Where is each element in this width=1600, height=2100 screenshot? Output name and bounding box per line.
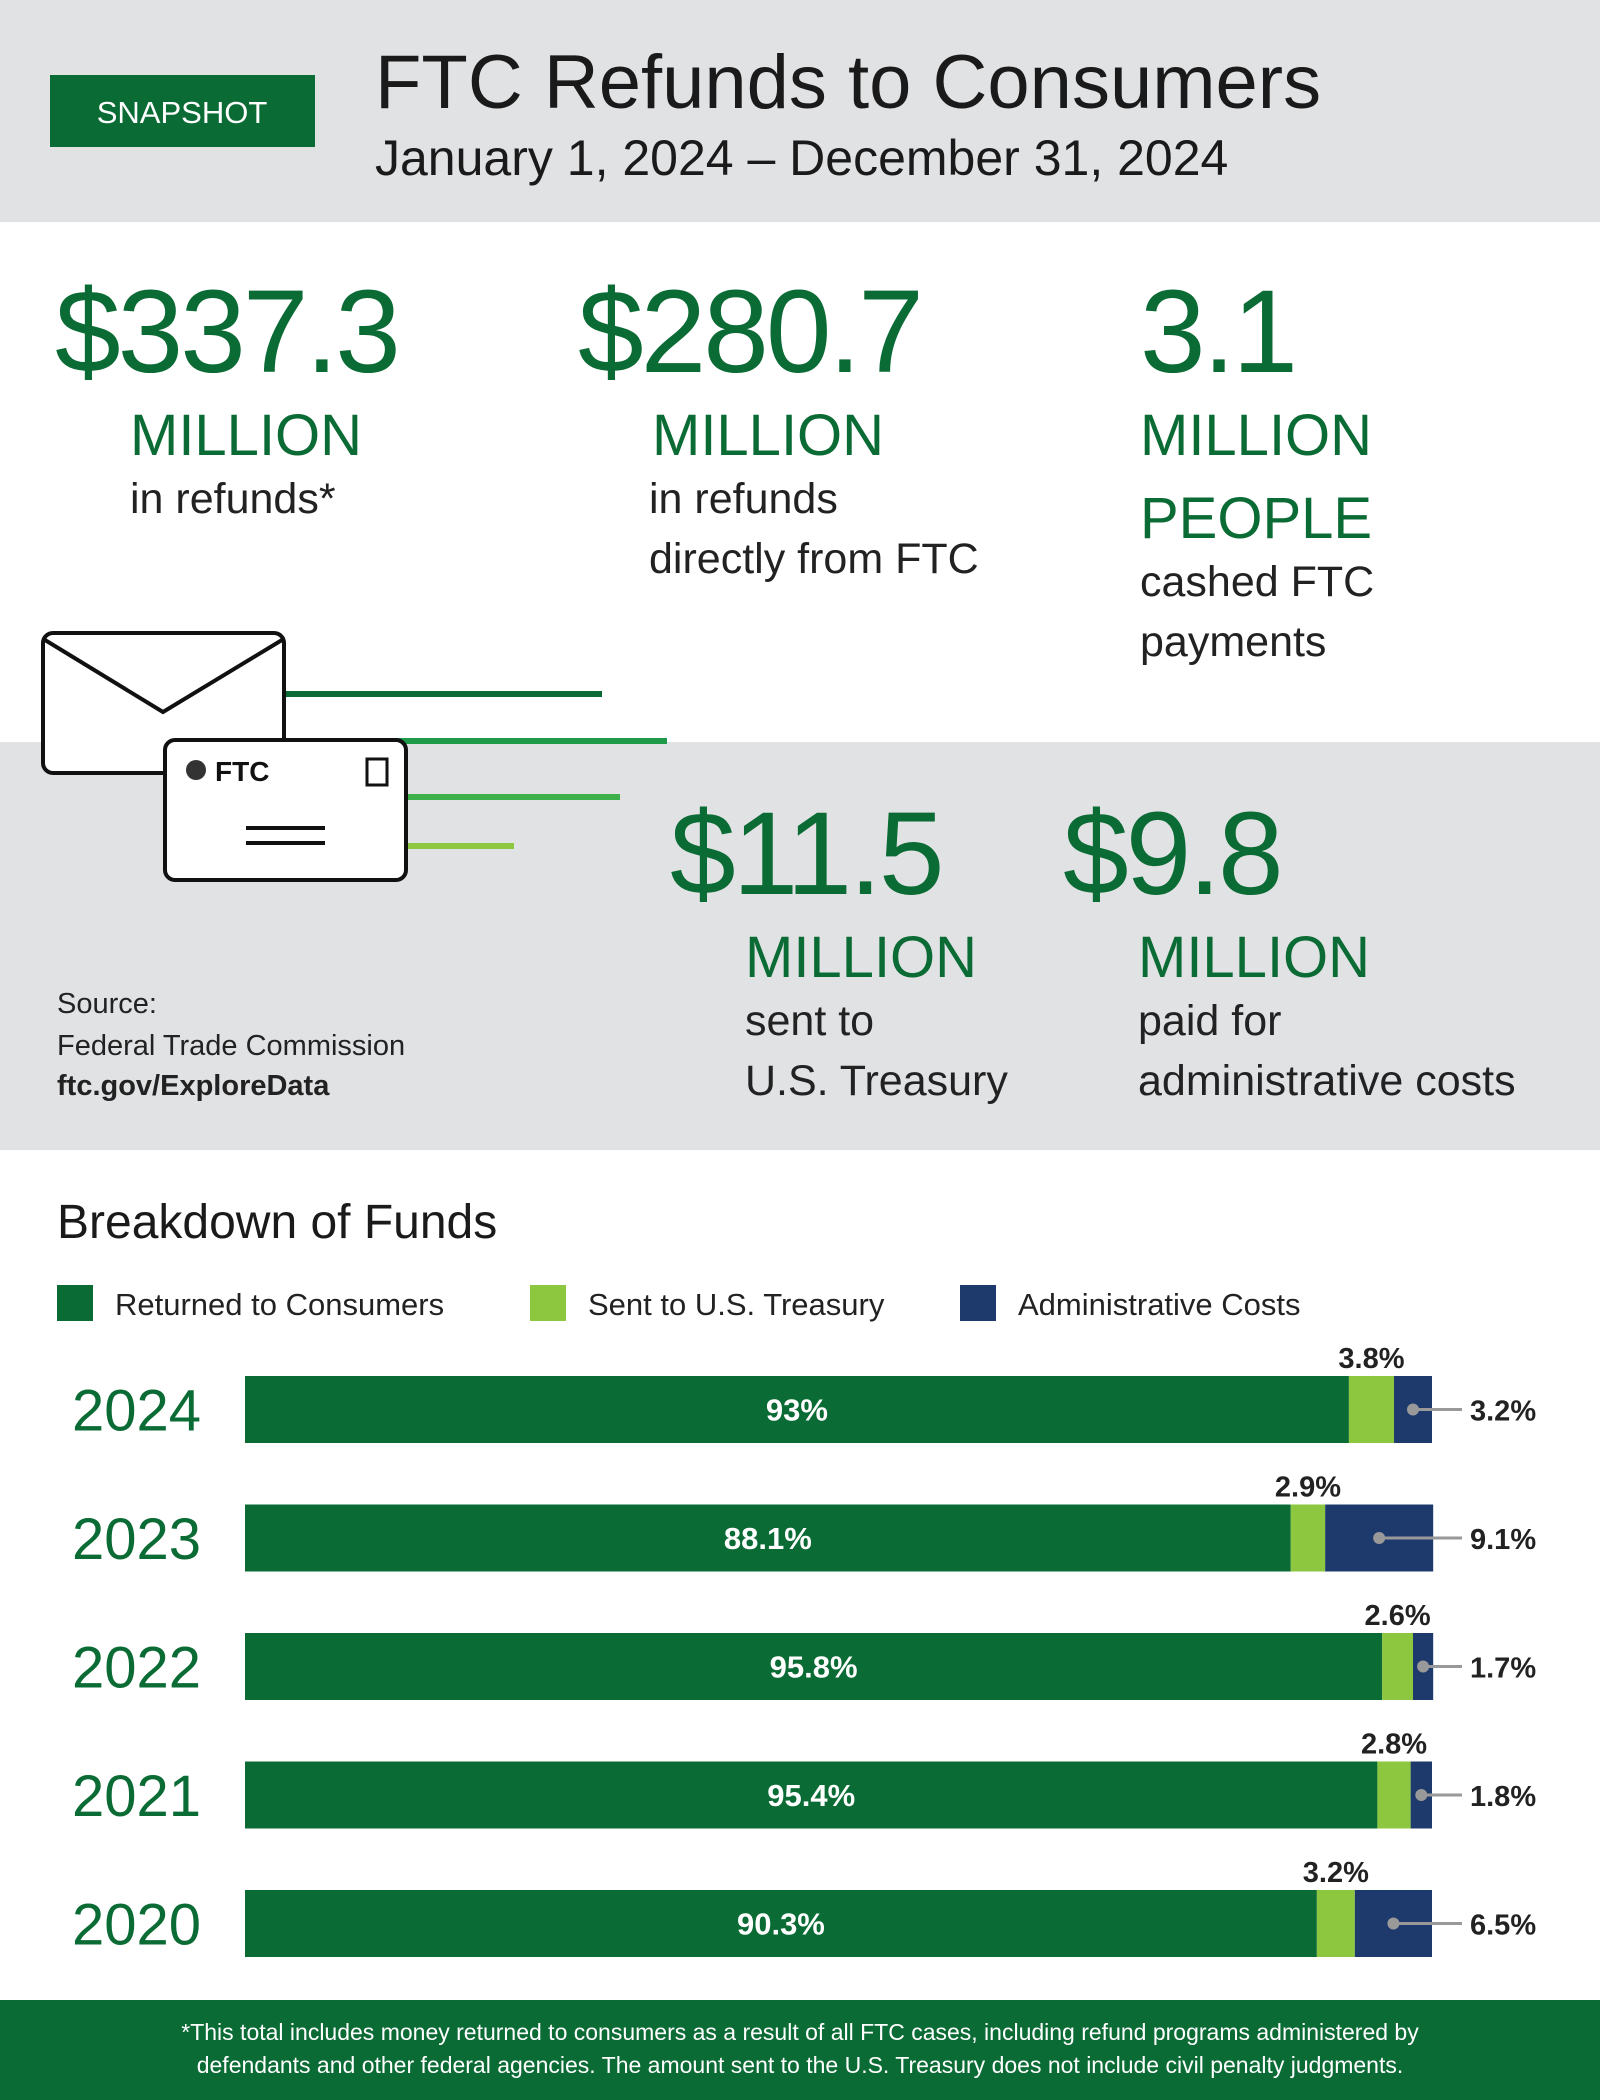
- stat-unit: MILLION: [1140, 403, 1372, 468]
- value-label: 3.2%: [1303, 1857, 1369, 1889]
- value-label: 93%: [766, 1393, 828, 1428]
- leader-dot: [1373, 1532, 1386, 1544]
- stat-value: $11.5: [670, 788, 942, 920]
- chart-title: Breakdown of Funds: [57, 1196, 497, 1249]
- value-label: 6.5%: [1470, 1910, 1536, 1942]
- bar-segment: [1316, 1890, 1355, 1957]
- stat-unit: MILLION: [1138, 925, 1370, 990]
- value-label: 90.3%: [737, 1907, 825, 1942]
- stamp: [365, 757, 389, 787]
- stat-value: 3.1: [1140, 266, 1295, 398]
- stat-unit: PEOPLE: [1140, 486, 1372, 551]
- stat-label: cashed FTC: [1140, 558, 1374, 606]
- source-org: Federal Trade Commission: [57, 1030, 405, 1062]
- legend-swatch: [530, 1285, 566, 1321]
- footer-band: [0, 2000, 1600, 2100]
- stat-label: payments: [1140, 618, 1326, 666]
- stat-value: $337.3: [55, 266, 398, 398]
- leader-dot: [1417, 1660, 1430, 1673]
- value-label: 2.6%: [1365, 1600, 1431, 1632]
- bar-segment: [1290, 1504, 1326, 1572]
- value-label: 1.8%: [1470, 1781, 1536, 1813]
- legend-swatch: [57, 1285, 93, 1321]
- leader-dot: [1407, 1403, 1420, 1416]
- value-label: 1.7%: [1470, 1653, 1536, 1685]
- badge: [50, 75, 315, 147]
- envelope-label: FTC: [215, 756, 269, 787]
- stat-value: $280.7: [578, 266, 921, 398]
- bar-segment: [245, 1504, 1291, 1572]
- bar-segment: [245, 1761, 1378, 1829]
- legend-label: Returned to Consumers: [115, 1287, 444, 1322]
- envelope-flap: [43, 638, 284, 715]
- y-category-label: 2021: [72, 1764, 201, 1829]
- value-label: 88.1%: [724, 1521, 812, 1556]
- source-url: ftc.gov/ExploreData: [57, 1070, 330, 1102]
- value-label: 9.1%: [1470, 1524, 1536, 1556]
- badge-text: SNAPSHOT: [97, 95, 268, 130]
- stat-label: paid for: [1138, 997, 1281, 1045]
- value-label: 95.8%: [770, 1650, 858, 1685]
- title: FTC Refunds to Consumers: [375, 40, 1321, 125]
- bar-segment: [1377, 1761, 1411, 1829]
- legend-label: Administrative Costs: [1018, 1287, 1301, 1322]
- stat-label: in refunds: [649, 475, 838, 523]
- bar-segment: [245, 1376, 1349, 1443]
- bar-segment: [1382, 1633, 1414, 1700]
- stat-unit: MILLION: [130, 403, 362, 468]
- bar-segment: [245, 1890, 1317, 1957]
- stat-label: administrative costs: [1138, 1057, 1516, 1105]
- subtitle: January 1, 2024 – December 31, 2024: [375, 130, 1228, 186]
- seal: [186, 760, 206, 780]
- footnote: *This total includes money returned to c…: [181, 2019, 1419, 2045]
- envelope-illustration: FTC: [41, 631, 667, 882]
- legend-label: Sent to U.S. Treasury: [588, 1287, 885, 1322]
- stat-unit: MILLION: [652, 403, 884, 468]
- y-category-label: 2020: [72, 1893, 201, 1958]
- source-label: Source:: [57, 988, 157, 1020]
- stat-value: $9.8: [1063, 788, 1281, 920]
- value-label: 95.4%: [767, 1778, 855, 1813]
- bar-segment: [1348, 1376, 1395, 1443]
- value-label: 2.8%: [1361, 1729, 1427, 1761]
- leader-dot: [1387, 1917, 1400, 1930]
- value-label: 2.9%: [1275, 1472, 1341, 1504]
- footnote: defendants and other federal agencies. T…: [197, 2052, 1404, 2078]
- legend-swatch: [960, 1285, 996, 1321]
- y-category-label: 2022: [72, 1636, 201, 1701]
- y-category-label: 2024: [72, 1379, 201, 1444]
- bar-segment: [245, 1633, 1383, 1700]
- stat-label: in refunds*: [130, 475, 336, 523]
- y-category-label: 2023: [72, 1507, 201, 1572]
- leader-dot: [1415, 1789, 1428, 1801]
- envelope-front: [163, 738, 408, 882]
- stat-label: directly from FTC: [649, 535, 979, 583]
- value-label: 3.8%: [1338, 1343, 1404, 1375]
- stat-label: sent to: [745, 997, 874, 1045]
- stat-label: U.S. Treasury: [745, 1057, 1008, 1105]
- value-label: 3.2%: [1470, 1396, 1536, 1428]
- stat-unit: MILLION: [745, 925, 977, 990]
